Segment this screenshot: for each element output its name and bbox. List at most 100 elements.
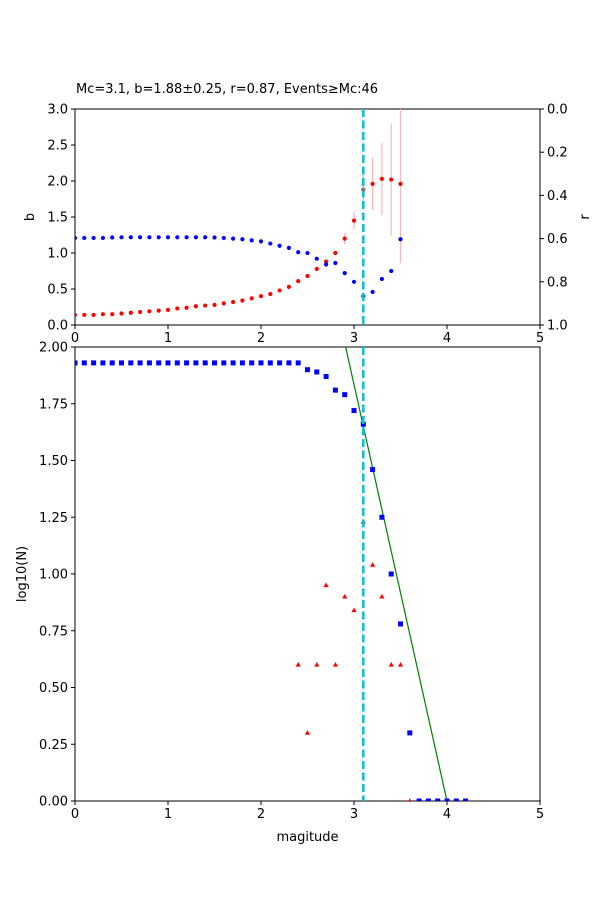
r-point: [296, 250, 301, 255]
x-tick-label: 0: [71, 331, 79, 346]
r-point: [379, 276, 384, 282]
r-point: [203, 235, 208, 240]
top-plot-frame: [74, 108, 541, 326]
cumulative-point: [398, 621, 403, 627]
b-point: [258, 294, 264, 299]
r-point: [91, 235, 96, 241]
cumulative-point: [453, 798, 459, 801]
b-point: [379, 176, 384, 181]
cumulative-point: [193, 360, 199, 366]
cumulative-point: [286, 360, 292, 366]
r-point: [277, 243, 282, 248]
b-point: [370, 181, 375, 186]
b-point: [110, 312, 115, 317]
r-point: [100, 235, 105, 241]
noncumulative-point: [408, 798, 412, 801]
r-point: [314, 256, 319, 261]
mc-b-point: [361, 187, 366, 192]
r-point: [398, 237, 403, 242]
cumulative-point: [165, 360, 171, 366]
cumulative-point: [277, 360, 283, 366]
noncumulative-point: [351, 607, 357, 613]
y-tick-label: 2.5: [47, 139, 68, 154]
cumulative-point: [221, 360, 227, 366]
y-tick-label: 0.5: [47, 283, 68, 298]
b-point: [277, 288, 282, 293]
cumulative-point: [146, 360, 152, 366]
cumulative-point: [416, 798, 422, 801]
r-point: [324, 262, 329, 267]
noncumulative-point: [397, 662, 404, 667]
y-tick-label: 1.0: [47, 247, 68, 262]
r-point: [221, 235, 226, 241]
b-point: [193, 304, 198, 309]
b-point: [212, 302, 217, 307]
y2-tick-label: 0.4: [547, 189, 568, 204]
b-point: [203, 303, 208, 308]
cumulative-point: [128, 360, 134, 366]
x-tick-label: 1: [164, 331, 172, 346]
cumulative-point: [370, 467, 376, 473]
cumulative-point: [360, 421, 366, 427]
b-point: [128, 310, 133, 315]
b-point: [184, 305, 189, 310]
b-point: [231, 299, 236, 305]
noncumulative-point: [370, 562, 376, 567]
noncumulative-point: [295, 662, 301, 667]
b-point: [268, 291, 273, 297]
top-y2label: r: [578, 214, 593, 220]
chart-title: Mc=3.1, b=1.88±0.25, r=0.87, Events≥Mc:4…: [76, 82, 378, 97]
y2-tick-label: 0.2: [547, 146, 568, 161]
cumulative-point: [91, 360, 97, 366]
top-panel: 0 1 2 3 4 5 0.0 0.5 1.0 1.5 2.0 2.5 3.0 0.0 0.2 0.4 0.6 0…: [23, 103, 593, 347]
r-point: [165, 235, 171, 240]
b-point: [175, 306, 180, 311]
y-tick-label: 1.25: [39, 511, 68, 526]
b-point: [296, 278, 301, 284]
b-point: [138, 309, 143, 315]
r-point: [389, 268, 394, 274]
b-point: [324, 259, 329, 264]
y-tick-label: 0.50: [39, 681, 68, 696]
b-point: [351, 218, 357, 223]
plot-area: [75, 347, 469, 801]
b-point: [333, 250, 338, 256]
r-point: [370, 289, 375, 295]
r-point: [128, 235, 133, 240]
noncumulative-point: [342, 593, 348, 599]
r-point: [258, 239, 264, 244]
r-point: [138, 235, 143, 240]
r-point: [305, 250, 310, 256]
r-point: [231, 236, 236, 241]
y-tick-label: 1.75: [39, 397, 68, 412]
y-tick-label: 1.00: [39, 568, 68, 583]
r-point: [184, 235, 189, 240]
b-point: [286, 284, 291, 289]
y-tick-label: 0.00: [39, 795, 68, 810]
b-point: [221, 301, 226, 306]
b-point: [82, 312, 87, 318]
b-point: [389, 177, 394, 182]
y-tick-label: 0.0: [47, 319, 68, 334]
r-point: [147, 235, 152, 240]
b-point: [91, 312, 96, 318]
cumulative-point: [212, 360, 217, 366]
cumulative-point: [332, 387, 338, 393]
y2-tick-label: 0.0: [547, 103, 568, 118]
cumulative-point: [137, 360, 143, 366]
x-tick-label: 1: [164, 807, 172, 822]
cumulative-point: [239, 360, 245, 366]
cumulative-point: [100, 360, 106, 366]
r-point: [119, 235, 124, 240]
r-point: [110, 235, 115, 240]
cumulative-point: [407, 730, 413, 736]
r-point: [342, 271, 347, 276]
cumulative-point: [81, 360, 87, 366]
y-tick-label: 1.5: [47, 211, 68, 226]
cumulative-point: [295, 360, 301, 366]
noncumulative-point: [323, 582, 329, 588]
x-tick-label: 2: [257, 807, 265, 822]
cumulative-point: [258, 360, 264, 366]
cumulative-point: [314, 369, 320, 375]
cumulative-point: [351, 408, 357, 414]
